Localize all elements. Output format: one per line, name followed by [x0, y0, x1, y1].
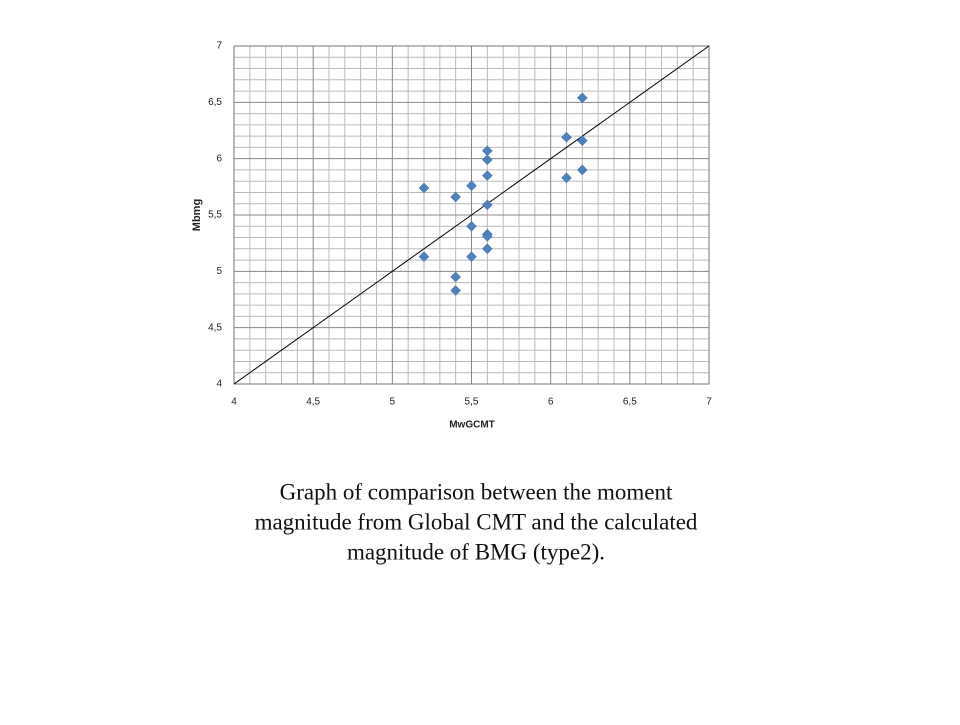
x-axis-label: MwGCMT: [449, 420, 495, 431]
point: [481, 231, 493, 242]
x-tick-label: 4,5: [306, 397, 320, 408]
point: [418, 251, 430, 263]
point: [576, 92, 588, 104]
caption-line: magnitude of BMG (type2).: [347, 539, 605, 564]
point: [450, 271, 462, 283]
point: [466, 220, 477, 232]
y-axis-label: Mbmg: [191, 199, 203, 231]
y-tick-label: 5: [216, 266, 222, 277]
caption-line: Graph of comparison between the moment: [280, 479, 673, 504]
x-tick-label: 6,5: [623, 397, 637, 408]
point: [481, 154, 493, 166]
x-tick-label: 4: [231, 397, 237, 408]
point: [561, 172, 572, 184]
point: [481, 243, 493, 255]
y-tick-label: 6,5: [208, 97, 222, 108]
reference-line: [233, 45, 710, 385]
x-tick-label: 6: [548, 397, 554, 408]
y-tick-label: 6: [216, 153, 222, 164]
y-tick-label: 4,5: [208, 322, 222, 333]
x-tick-label: 7: [706, 397, 712, 408]
x-tick-label: 5,5: [465, 397, 479, 408]
y-tick-label: 4: [216, 379, 222, 390]
point: [450, 191, 462, 203]
y-tick-label: 5,5: [208, 210, 222, 221]
plot-frame: [233, 45, 710, 385]
point: [576, 164, 588, 176]
caption-line: magnitude from Global CMT and the calcul…: [255, 509, 698, 534]
point: [481, 170, 493, 181]
point: [576, 135, 588, 146]
point: [466, 180, 477, 192]
point: [561, 131, 572, 143]
point: [481, 199, 493, 211]
point: [450, 285, 462, 296]
x-tick-label: 5: [390, 397, 396, 408]
point: [418, 182, 430, 194]
point: [466, 251, 477, 263]
y-tick-label: 7: [216, 41, 222, 52]
